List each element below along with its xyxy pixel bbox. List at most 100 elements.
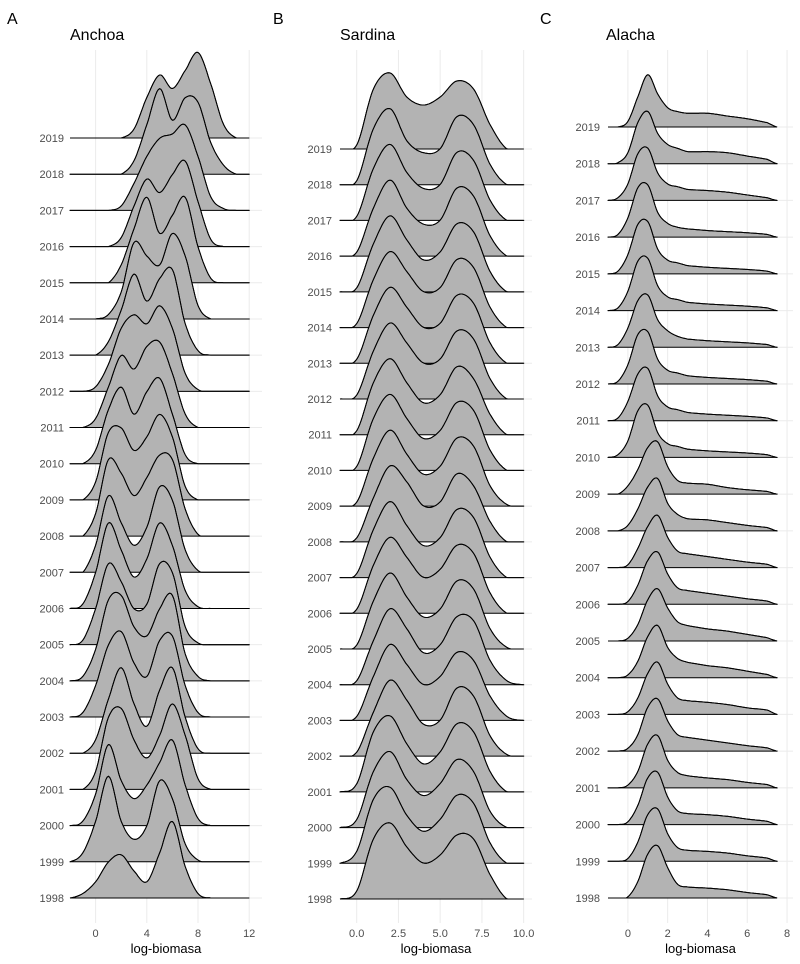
- x-tick-label: 8: [195, 928, 201, 940]
- ridge-line-2017: [607, 146, 778, 201]
- y-tick-label: 2008: [576, 526, 600, 538]
- y-tick-label: 2009: [40, 495, 64, 507]
- x-tick-label: 2: [665, 928, 671, 940]
- ridge-line-2018: [70, 88, 250, 175]
- y-tick-label: 2014: [40, 314, 64, 326]
- ridge-line-2011: [607, 366, 778, 422]
- y-tick-label: 2004: [308, 680, 332, 692]
- ridge-line-2017: [70, 123, 250, 211]
- y-tick-label: 1998: [308, 894, 332, 906]
- ridges: [69, 51, 250, 899]
- y-tick-label: 1999: [308, 858, 332, 870]
- ridge-line-2016: [340, 179, 524, 257]
- ridges: [339, 72, 525, 900]
- y-tick-label: 2001: [40, 784, 64, 796]
- x-tick-label: 2.5: [391, 928, 406, 940]
- y-tick-label: 2016: [576, 232, 600, 244]
- y-tick-labels: 1998 1999 2000 2001 2002 2003 2004 2005 2006 2007…: [40, 133, 64, 905]
- y-tick-label: 2005: [40, 640, 64, 652]
- x-tick-label: 4: [704, 928, 710, 940]
- y-tick-label: 2007: [308, 573, 332, 585]
- y-tick-label: 2018: [40, 169, 64, 181]
- y-tick-label: 2002: [308, 751, 332, 763]
- ridge-line-1998: [69, 820, 250, 899]
- x-tick-label: 0.0: [349, 928, 364, 940]
- panel-title: Sardina: [340, 27, 395, 44]
- y-tick-label: 2010: [40, 459, 64, 471]
- y-tick-label: 2017: [576, 195, 600, 207]
- ridge-area-2019: [340, 72, 524, 150]
- x-tick-labels: 0 4 8 12: [93, 928, 256, 940]
- ridge-line-2005: [69, 560, 250, 646]
- y-tick-label: 2005: [576, 636, 600, 648]
- ridge-line-2004: [608, 624, 778, 679]
- ridge-line-2009: [70, 413, 250, 501]
- x-axis-label: log-biomasa: [131, 941, 203, 956]
- y-tick-label: 2002: [40, 748, 64, 760]
- y-tick-label: 2013: [308, 358, 332, 370]
- ridge-line-2010: [340, 393, 524, 471]
- x-tick-label: 8: [784, 928, 790, 940]
- ridge-line-2000: [608, 770, 778, 826]
- ridge-line-2007: [339, 501, 524, 579]
- ridge-line-2019: [70, 51, 250, 139]
- ridge-line-2013: [607, 293, 778, 348]
- ridge-line-2000: [69, 739, 250, 827]
- ridge-line-2010: [607, 403, 778, 458]
- ridge-line-2019: [340, 72, 524, 150]
- ridge-line-2008: [608, 477, 778, 532]
- y-tick-label: 2014: [308, 323, 332, 335]
- ridge-line-2018: [608, 110, 778, 165]
- y-tick-label: 2006: [308, 608, 332, 620]
- y-tick-label: 2004: [40, 676, 64, 688]
- x-tick-label: 5.0: [433, 928, 448, 940]
- panel-b: 1998 1999 2000 2001 2002 2003 2004 2005 2006 2007…: [273, 11, 534, 956]
- x-tick-label: 10.0: [513, 928, 534, 940]
- y-tick-label: 2003: [40, 712, 64, 724]
- ridge-line-2018: [340, 107, 524, 186]
- ridge-line-2005: [608, 588, 778, 642]
- y-tick-label: 2012: [40, 386, 64, 398]
- ridge-line-1998: [608, 844, 778, 899]
- x-tick-label: 4: [144, 928, 150, 940]
- y-tick-label: 2001: [576, 783, 600, 795]
- y-tick-label: 2017: [308, 215, 332, 227]
- y-tick-label: 2015: [576, 269, 600, 281]
- ridge-line-2011: [340, 358, 524, 436]
- y-tick-label: 2008: [40, 531, 64, 543]
- ridge-line-2015: [607, 218, 778, 275]
- y-tick-label: 2003: [308, 715, 332, 727]
- y-tick-label: 2000: [40, 821, 64, 833]
- ridge-line-2002: [340, 679, 524, 757]
- ridge-line-2012: [339, 322, 524, 400]
- ridge-line-2012: [70, 305, 250, 392]
- y-tick-labels: 1998 1999 2000 2001 2002 2003 2004 2005 2006 2007…: [576, 122, 600, 905]
- ridge-line-2001: [608, 734, 778, 789]
- y-tick-label: 2016: [40, 242, 64, 254]
- ridges: [607, 74, 778, 899]
- y-tick-label: 2019: [40, 133, 64, 145]
- ridge-line-2003: [608, 661, 778, 715]
- ridge-line-2015: [70, 195, 250, 284]
- ridge-line-2015: [339, 215, 524, 293]
- ridge-line-2006: [69, 522, 250, 609]
- y-tick-label: 2013: [40, 350, 64, 362]
- ridge-line-2014: [339, 250, 524, 329]
- ridge-line-2003: [340, 643, 524, 721]
- y-tick-label: 2006: [40, 603, 64, 615]
- x-tick-label: 7.5: [474, 928, 489, 940]
- y-tick-label: 2000: [308, 823, 332, 835]
- y-tick-label: 2015: [308, 287, 332, 299]
- ridge-line-2012: [607, 328, 778, 385]
- y-tick-label: 2011: [308, 430, 332, 442]
- ridge-line-2010: [70, 376, 250, 465]
- y-tick-label: 2006: [576, 599, 600, 611]
- y-tick-labels: 1998 1999 2000 2001 2002 2003 2004 2005 2006 2007…: [308, 144, 332, 906]
- panel-letter: B: [273, 11, 284, 28]
- y-tick-label: 2012: [308, 394, 332, 406]
- y-tick-label: 1999: [40, 857, 64, 869]
- ridge-line-2004: [69, 591, 250, 682]
- y-tick-label: 2018: [308, 180, 332, 192]
- y-tick-label: 2003: [576, 709, 600, 721]
- ridge-line-2009: [608, 440, 778, 495]
